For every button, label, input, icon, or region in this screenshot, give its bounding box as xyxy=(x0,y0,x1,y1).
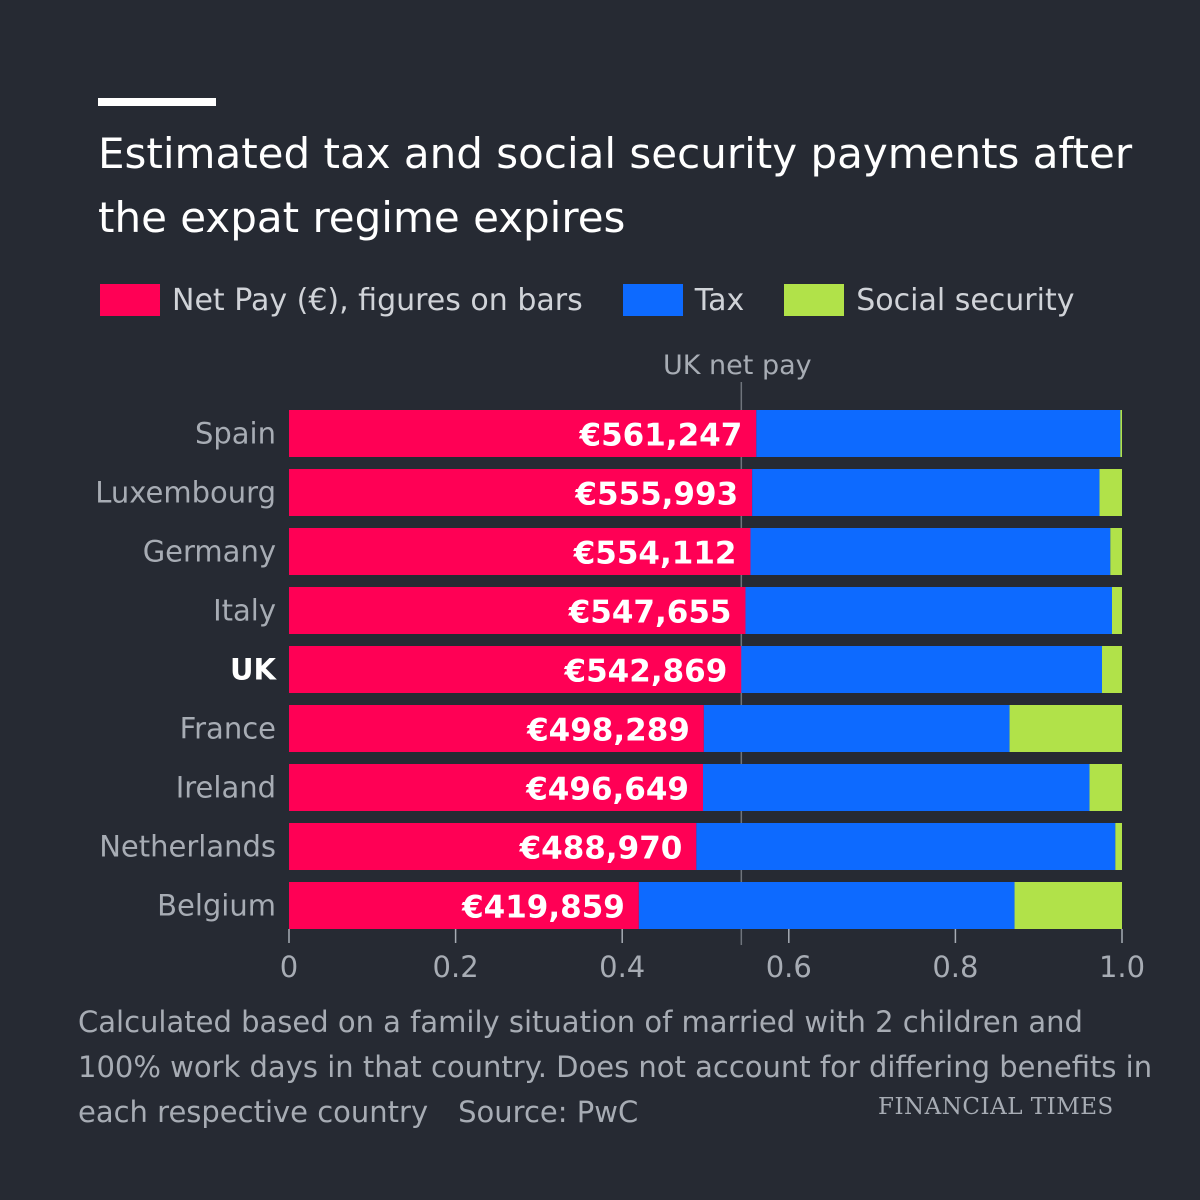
bar-belgium-net-pay xyxy=(289,882,639,929)
data-label-italy: €547,655 xyxy=(568,595,732,631)
ft-logo: FINANCIAL TIMES xyxy=(878,1094,1114,1120)
legend-item-tax: Tax xyxy=(622,282,745,318)
bar-germany-net-pay xyxy=(289,528,751,575)
bar-spain-tax xyxy=(756,410,1121,457)
bar-uk-tax xyxy=(741,646,1103,693)
bar-luxembourg-net-pay xyxy=(289,469,753,516)
bar-netherlands-social-security xyxy=(1115,823,1122,870)
x-tick-label-0-2: 0.2 xyxy=(433,950,479,984)
category-label-belgium: Belgium xyxy=(157,889,276,923)
bar-germany-tax xyxy=(750,528,1111,575)
data-label-uk: €542,869 xyxy=(564,654,728,690)
bar-luxembourg-social-security xyxy=(1099,469,1122,516)
legend-label-social-security: Social security xyxy=(856,282,1075,318)
legend-item-net-pay: Net Pay (€), figures on bars xyxy=(100,283,583,318)
bar-spain-net-pay xyxy=(289,410,757,457)
category-label-luxembourg: Luxembourg xyxy=(95,476,276,510)
bar-belgium-social-security xyxy=(1014,882,1122,929)
x-tick-label-0: 0 xyxy=(280,950,298,984)
category-label-spain: Spain xyxy=(195,417,276,451)
bar-france-tax xyxy=(703,705,1010,752)
legend-label-net-pay: Net Pay (€), figures on bars xyxy=(172,282,583,318)
bar-netherlands-tax xyxy=(696,823,1116,870)
bar-spain-social-security xyxy=(1120,410,1122,457)
bar-netherlands-net-pay xyxy=(289,823,697,870)
data-label-netherlands: €488,970 xyxy=(519,831,683,867)
data-label-spain: €561,247 xyxy=(579,418,743,454)
bar-italy-tax xyxy=(745,587,1113,634)
data-label-belgium: €419,859 xyxy=(461,890,625,926)
bar-uk-net-pay xyxy=(289,646,742,693)
category-label-netherlands: Netherlands xyxy=(99,830,276,864)
bar-ireland-social-security xyxy=(1089,764,1122,811)
category-label-germany: Germany xyxy=(143,535,276,569)
legend-item-social-security: Social security xyxy=(784,282,1075,318)
footnote-text: Calculated based on a family situation o… xyxy=(78,1005,1153,1129)
x-tick-label-0-4: 0.4 xyxy=(599,950,645,984)
bar-germany-social-security xyxy=(1110,528,1122,575)
legend-swatch-tax xyxy=(622,284,683,316)
stacked-bar-chart: UK net pay Spain €561,247 Luxembourg €555,99… xyxy=(95,350,1145,984)
reference-line-label: UK net pay xyxy=(663,350,812,381)
x-tick-label-1-0: 1.0 xyxy=(1099,950,1145,984)
x-tick-label-0-6: 0.6 xyxy=(766,950,812,984)
bar-ireland-tax xyxy=(703,764,1090,811)
legend-label-tax: Tax xyxy=(694,282,745,318)
legend-swatch-net-pay xyxy=(100,284,160,316)
bar-ireland-net-pay xyxy=(289,764,704,811)
category-label-uk: UK xyxy=(230,653,278,687)
legend-swatch-social-security xyxy=(784,284,845,316)
bar-france-social-security xyxy=(1009,705,1122,752)
category-label-italy: Italy xyxy=(213,594,276,628)
legend: Net Pay (€), figures on bars Tax Social … xyxy=(100,278,1115,322)
data-label-france: €498,289 xyxy=(526,713,690,749)
data-label-germany: €554,112 xyxy=(573,536,737,572)
bar-luxembourg-tax xyxy=(752,469,1100,516)
bar-uk-social-security xyxy=(1102,646,1122,693)
chart-title: Estimated tax and social security paymen… xyxy=(98,129,1133,242)
footnote: Calculated based on a family situation o… xyxy=(78,1000,1158,1135)
x-tick-label-0-8: 0.8 xyxy=(932,950,978,984)
bar-italy-net-pay xyxy=(289,587,746,634)
data-label-ireland: €496,649 xyxy=(525,772,689,808)
source-text: Source: PwC xyxy=(458,1095,639,1129)
title-rule xyxy=(98,98,216,106)
bar-france-net-pay xyxy=(289,705,704,752)
data-label-luxembourg: €555,993 xyxy=(574,477,738,513)
bar-belgium-tax xyxy=(638,882,1015,929)
bar-italy-social-security xyxy=(1112,587,1122,634)
category-label-ireland: Ireland xyxy=(176,771,276,805)
category-label-france: France xyxy=(180,712,276,746)
